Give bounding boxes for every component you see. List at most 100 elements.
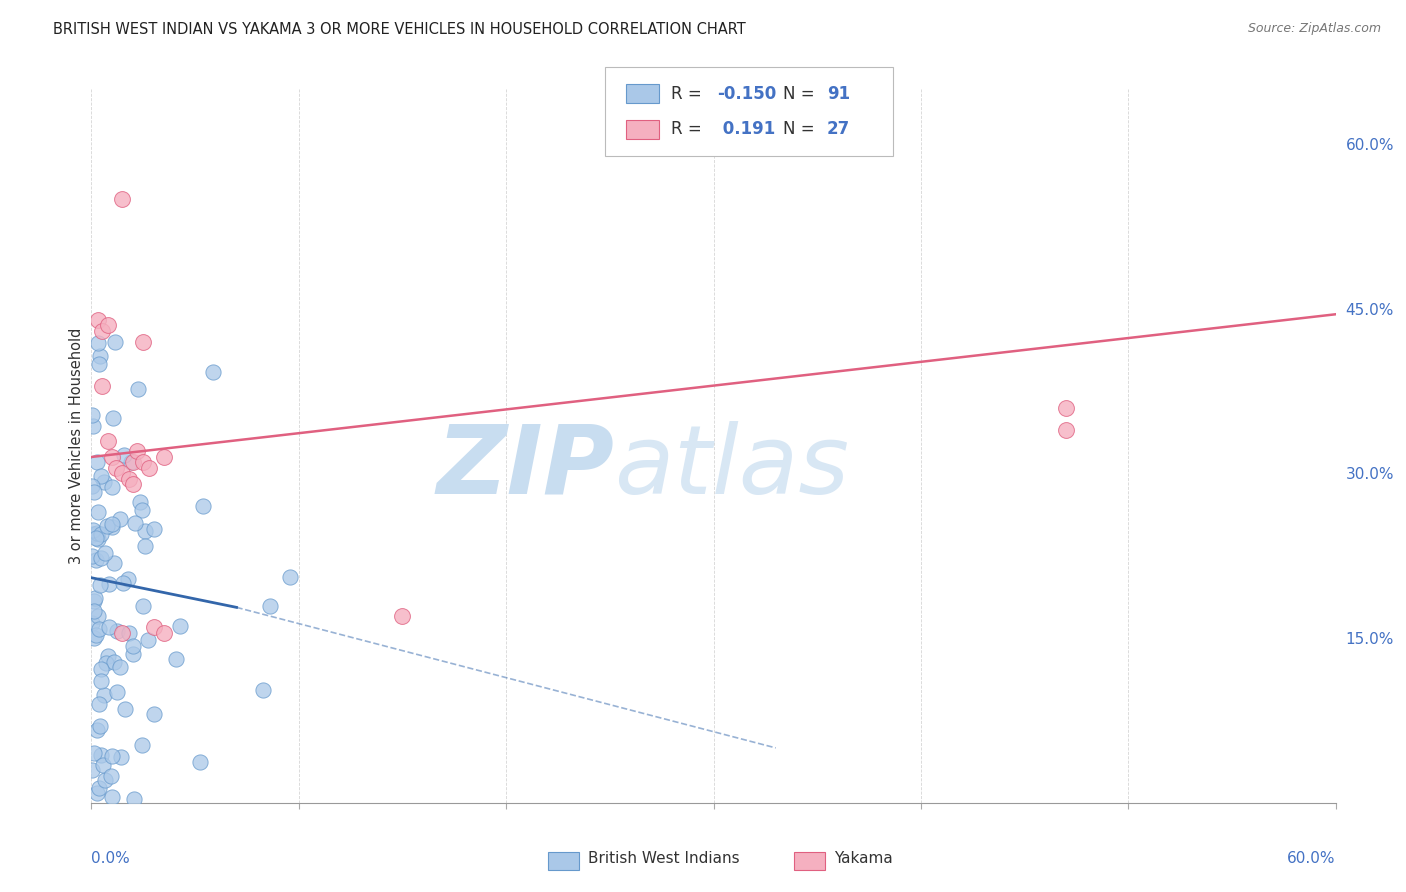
Point [100, 520, 122, 534]
Point [132, 599, 155, 613]
Point [90, 550, 112, 565]
Point [391, 609, 413, 624]
Text: 91: 91 [827, 85, 849, 103]
Point [127, 382, 149, 396]
Point [1054, 423, 1077, 437]
Text: atlas: atlas [614, 421, 849, 514]
Point [121, 477, 145, 491]
Point [97, 648, 120, 663]
Point [101, 450, 124, 464]
Text: N =: N = [783, 120, 820, 138]
Point [131, 738, 153, 752]
Point [90, 378, 112, 392]
Point [105, 685, 128, 699]
Point [86, 608, 108, 623]
Point [82, 615, 104, 630]
Text: R =: R = [671, 120, 707, 138]
Y-axis label: 3 or more Vehicles in Household: 3 or more Vehicles in Household [69, 328, 84, 564]
Point [86, 312, 108, 326]
Text: ZIP: ZIP [436, 421, 614, 514]
Point [169, 618, 191, 632]
Text: British West Indians: British West Indians [588, 851, 740, 865]
Point [90, 324, 112, 338]
Point [93, 475, 115, 489]
Point [125, 444, 148, 458]
Point [87, 697, 110, 711]
Point [83, 604, 105, 618]
Point [131, 502, 153, 516]
Text: BRITISH WEST INDIAN VS YAKAMA 3 OR MORE VEHICLES IN HOUSEHOLD CORRELATION CHART: BRITISH WEST INDIAN VS YAKAMA 3 OR MORE … [53, 22, 747, 37]
Point [97, 434, 120, 448]
Point [97, 620, 120, 634]
Point [118, 625, 141, 640]
Text: -0.150: -0.150 [717, 85, 776, 103]
Point [132, 455, 155, 469]
Point [86, 628, 108, 642]
Point [82, 479, 104, 493]
Point [188, 756, 211, 770]
Point [108, 512, 131, 526]
Point [82, 549, 104, 564]
Point [121, 455, 145, 469]
Point [129, 494, 152, 508]
Point [83, 591, 105, 605]
Text: Source: ZipAtlas.com: Source: ZipAtlas.com [1247, 22, 1381, 36]
Point [112, 576, 135, 591]
Point [153, 450, 176, 464]
Point [142, 522, 165, 536]
Point [91, 757, 114, 772]
Point [191, 499, 214, 513]
Point [89, 747, 111, 762]
Point [86, 786, 108, 800]
Point [117, 572, 139, 586]
Point [114, 702, 136, 716]
Text: 60.0%: 60.0% [1288, 851, 1336, 866]
Point [97, 577, 120, 591]
Point [94, 656, 117, 670]
Point [100, 749, 122, 764]
Point [111, 192, 134, 206]
Point [89, 357, 111, 371]
Point [112, 448, 135, 462]
Point [201, 365, 224, 379]
Point [89, 719, 111, 733]
Point [86, 455, 108, 469]
Point [96, 519, 118, 533]
Point [134, 524, 156, 539]
Point [87, 622, 110, 636]
Point [84, 531, 107, 545]
Point [89, 349, 111, 363]
Point [278, 570, 301, 584]
Point [82, 523, 104, 537]
Point [83, 485, 105, 500]
Point [86, 525, 108, 540]
Point [86, 723, 108, 738]
Point [83, 631, 105, 645]
Point [93, 688, 115, 702]
Point [83, 594, 105, 608]
Point [87, 335, 110, 350]
Point [80, 764, 103, 778]
Point [84, 553, 107, 567]
Point [120, 455, 142, 469]
Point [90, 662, 112, 676]
Point [104, 334, 127, 349]
Point [153, 625, 176, 640]
Text: 0.191: 0.191 [717, 120, 775, 138]
Point [83, 746, 105, 760]
Text: 27: 27 [827, 120, 851, 138]
Point [82, 409, 104, 423]
Point [132, 334, 155, 349]
Point [121, 640, 143, 654]
Point [82, 527, 104, 541]
Point [165, 652, 187, 666]
Point [87, 532, 110, 546]
Point [101, 517, 124, 532]
Point [143, 706, 166, 721]
Point [142, 620, 165, 634]
Point [136, 632, 159, 647]
Point [87, 780, 110, 795]
Point [122, 791, 145, 805]
Point [118, 472, 141, 486]
Point [111, 467, 134, 481]
